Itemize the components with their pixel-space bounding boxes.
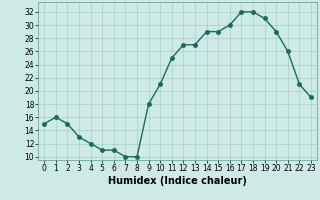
X-axis label: Humidex (Indice chaleur): Humidex (Indice chaleur) <box>108 176 247 186</box>
